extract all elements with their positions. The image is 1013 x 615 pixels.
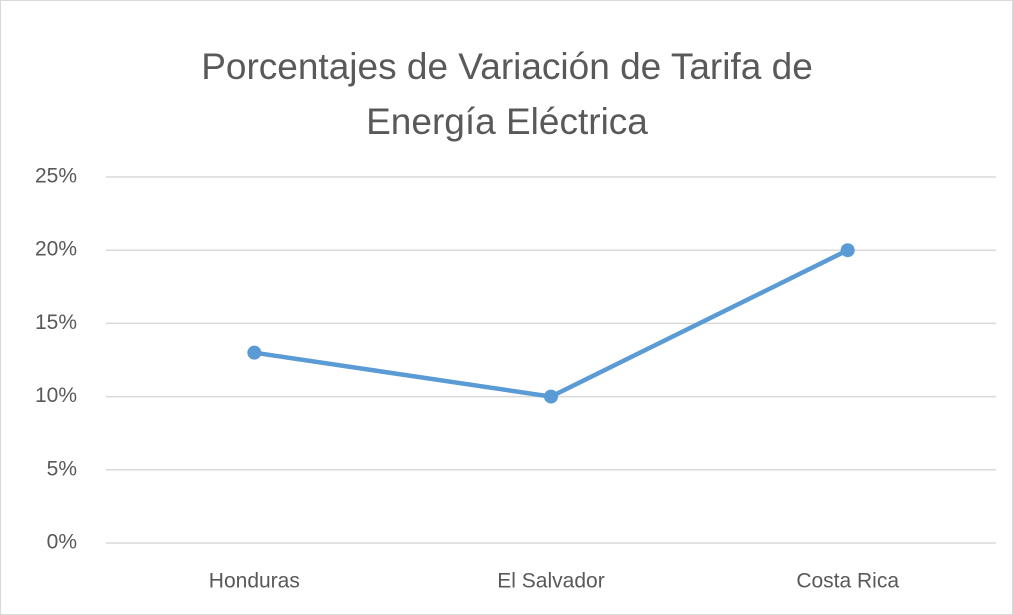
x-tick-label: Costa Rica [796,570,899,593]
y-tick-label: 25% [35,165,77,188]
marker [247,345,262,360]
y-tick-label: 5% [47,457,77,480]
y-tick-label: 10% [35,384,77,407]
y-tick-label: 15% [35,311,77,334]
chart-title: Porcentajes de Variación de Tarifa de En… [201,46,813,142]
y-tick-label: 20% [35,238,77,261]
x-tick-label: Honduras [209,570,300,593]
x-tick-label: El Salvador [497,570,604,593]
y-tick-label: 0% [47,531,77,554]
marker [840,243,855,258]
marker [544,389,558,404]
